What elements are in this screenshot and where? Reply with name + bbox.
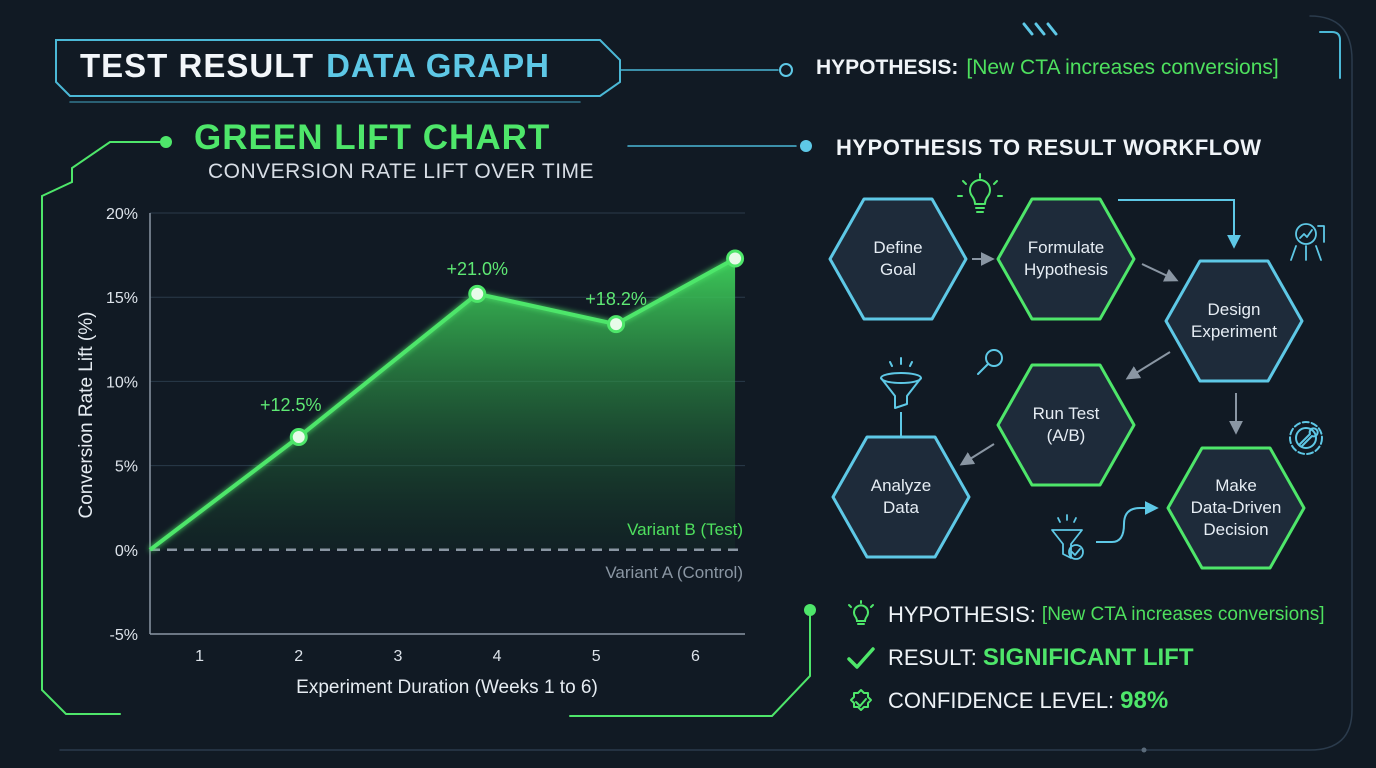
y-tick-label: -5%: [110, 627, 138, 644]
x-tick-label: 2: [294, 648, 303, 665]
checkmark-icon: [847, 647, 875, 669]
workflow-step-label: Design Experiment: [1191, 300, 1277, 341]
workflow-step-hexagon: [1164, 259, 1304, 383]
chart-title: GREEN LIFT CHART: [194, 118, 551, 157]
workflow-step-hexagon: [996, 363, 1136, 487]
funnel-check-icon: [1051, 514, 1084, 560]
y-tick-label: 10%: [106, 374, 138, 391]
badge-check-icon: [850, 689, 872, 711]
x-tick-label: 1: [195, 648, 204, 665]
workflow-step-label: Formulate Hypothesis: [1023, 238, 1109, 279]
series-label-control: Variant A (Control): [605, 563, 743, 582]
arrow-top-loop: [1118, 199, 1241, 249]
presentation-chart-icon: [1290, 223, 1325, 261]
header-hypothesis-value: [New CTA increases conversions]: [966, 56, 1279, 79]
y-tick-label: 20%: [106, 206, 138, 223]
header-hypothesis-label: HYPOTHESIS:: [816, 56, 959, 79]
workflow-step-hexagon: [1166, 446, 1306, 570]
data-label: +12.5%: [260, 395, 322, 415]
summary-hypothesis: HYPOTHESIS: [New CTA increases conversio…: [846, 600, 1325, 630]
data-label: +21.0%: [446, 259, 508, 279]
title-main-text: TEST RESULT: [80, 47, 315, 84]
y-tick-label: 0%: [115, 543, 138, 560]
arrow-to-decision: [1096, 501, 1159, 543]
x-tick-label: 5: [592, 648, 601, 665]
arrow-run-analyze: [959, 443, 995, 466]
workflow-step-label: Analyze Data: [870, 476, 932, 517]
summary-confidence: CONFIDENCE LEVEL: 98%: [846, 686, 1168, 716]
x-axis-title: Experiment Duration (Weeks 1 to 6): [296, 677, 598, 698]
lightbulb-icon: [957, 173, 1003, 213]
arrow-hypothesis-design: [1141, 263, 1179, 282]
y-axis-title: Conversion Rate Lift (%): [76, 312, 97, 519]
series-area-test: [150, 258, 736, 550]
arrow-design-run: [1125, 351, 1171, 380]
summary-hypothesis-label: HYPOTHESIS:: [888, 602, 1036, 627]
summary-hypothesis-value: [New CTA increases conversions]: [1041, 604, 1325, 625]
gear-wrench-icon: [1289, 421, 1323, 455]
lift-chart: 20% 15% 10% 5% 0% -5% 1 2 3 4 5 6 Experiment Duratio…: [76, 206, 745, 698]
summary-confidence-value: 98%: [1120, 687, 1169, 714]
magnifier-icon: [977, 349, 1003, 375]
workflow-step-label: Run Test (A/B): [1032, 404, 1100, 445]
data-point: [468, 284, 487, 303]
x-tick-label: 6: [691, 648, 700, 665]
workflow-title: HYPOTHESIS TO RESULT WORKFLOW: [836, 135, 1262, 160]
series-label-test: Variant B (Test): [627, 520, 743, 539]
main-title: TEST RESULT DATA GRAPH: [56, 40, 616, 92]
data-label: +18.2%: [585, 289, 647, 309]
header-hypothesis: HYPOTHESIS: [New CTA increases conversion…: [816, 56, 1279, 80]
workflow-step-hexagon: [996, 197, 1136, 321]
chart-subtitle: CONVERSION RATE LIFT OVER TIME: [208, 160, 595, 183]
data-point: [726, 249, 745, 268]
funnel-icon: [880, 357, 922, 409]
title-accent-text: DATA GRAPH: [326, 47, 550, 84]
lightbulb-icon: [848, 600, 874, 625]
summary-result-value: SIGNIFICANT LIFT: [982, 644, 1194, 671]
workflow-step-label: Define Goal: [873, 238, 923, 279]
y-tick-label: 15%: [106, 290, 138, 307]
data-point: [607, 315, 626, 334]
data-point: [289, 427, 308, 446]
y-tick-label: 5%: [115, 459, 138, 476]
x-tick-label: 3: [393, 648, 402, 665]
workflow-step-hexagon: [831, 435, 971, 559]
summary-result-label: RESULT:: [888, 645, 977, 670]
x-tick-label: 4: [493, 648, 502, 665]
summary-confidence-label: CONFIDENCE LEVEL:: [888, 688, 1115, 713]
workflow-step-hexagon: [828, 197, 968, 321]
workflow-step-label: Make Data-Driven Decision: [1190, 476, 1282, 539]
summary-result: RESULT: SIGNIFICANT LIFT: [846, 643, 1194, 673]
